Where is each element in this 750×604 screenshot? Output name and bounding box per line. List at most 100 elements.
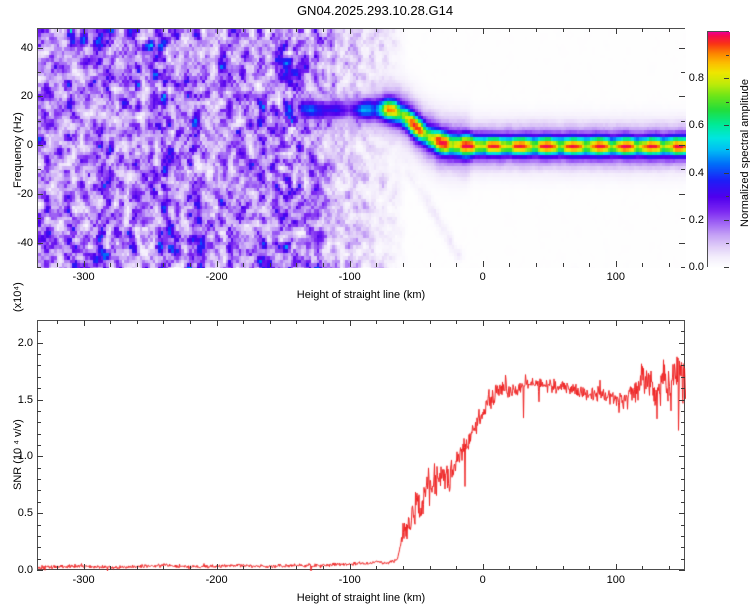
axis-tick	[163, 320, 165, 324]
axis-tick	[37, 501, 41, 503]
axis-tick	[535, 263, 537, 267]
axis-tick	[681, 267, 685, 268]
axis-tick	[243, 263, 245, 267]
axis-tick-label: 1.5	[17, 393, 33, 406]
axis-tick	[681, 388, 685, 390]
axis-tick	[642, 320, 644, 324]
axis-tick	[110, 28, 112, 32]
axis-tick	[681, 422, 685, 424]
axis-tick-label: 2.0	[17, 336, 33, 349]
axis-tick	[37, 267, 41, 268]
axis-tick	[37, 467, 41, 469]
axis-tick-label: 40	[20, 41, 33, 54]
axis-tick	[37, 47, 43, 49]
axis-tick	[136, 566, 138, 570]
axis-tick	[509, 28, 511, 32]
axis-tick	[724, 267, 729, 268]
axis-tick	[376, 263, 378, 267]
axis-tick	[456, 320, 458, 324]
axis-tick	[37, 558, 41, 560]
axis-tick	[726, 54, 729, 56]
axis-tick	[83, 564, 85, 570]
axis-tick	[669, 263, 671, 267]
axis-tick	[110, 566, 112, 570]
axis-tick	[535, 28, 537, 32]
axis-tick	[482, 320, 484, 326]
axis-tick	[679, 399, 685, 401]
axis-tick	[269, 566, 271, 570]
axis-tick	[296, 320, 298, 324]
axis-tick	[37, 365, 41, 367]
axis-tick	[190, 566, 192, 570]
axis-tick	[163, 28, 165, 32]
axis-tick	[589, 320, 591, 324]
axis-tick	[37, 422, 41, 424]
axis-tick	[724, 125, 729, 127]
axis-tick	[681, 535, 685, 537]
axis-tick	[37, 433, 41, 435]
axis-tick	[37, 410, 41, 412]
axis-tick	[642, 28, 644, 32]
axis-tick	[509, 320, 511, 324]
axis-tick	[216, 261, 218, 267]
axis-tick	[243, 320, 245, 324]
axis-tick	[642, 263, 644, 267]
axis-tick	[37, 169, 41, 171]
snr-trace	[38, 321, 686, 571]
axis-tick	[37, 388, 41, 390]
axis-tick	[679, 570, 685, 571]
spectrogram-image	[38, 29, 686, 268]
axis-tick	[376, 28, 378, 32]
axis-tick	[163, 263, 165, 267]
axis-tick	[681, 120, 685, 122]
spectrogram-xlabel: Height of straight line (km)	[296, 289, 426, 301]
axis-tick	[216, 320, 218, 326]
axis-tick	[681, 479, 685, 481]
axis-tick	[243, 28, 245, 32]
axis-tick	[482, 28, 484, 34]
axis-tick	[296, 566, 298, 570]
axis-tick	[269, 263, 271, 267]
axis-tick	[724, 78, 729, 80]
axis-tick	[681, 331, 685, 333]
axis-tick	[37, 218, 41, 220]
axis-tick	[562, 28, 564, 32]
axis-tick	[37, 71, 41, 73]
snr-xlabel: Height of straight line (km)	[296, 592, 426, 604]
axis-tick	[726, 149, 729, 150]
colorbar-tick-label: 0.4	[688, 166, 704, 179]
colorbar-tick-label: 0.6	[688, 119, 704, 132]
axis-tick	[669, 320, 671, 324]
axis-tick	[37, 524, 41, 526]
axis-tick	[681, 558, 685, 560]
axis-tick	[482, 261, 484, 267]
axis-tick	[37, 490, 41, 492]
axis-tick	[37, 376, 41, 378]
axis-tick	[681, 490, 685, 492]
axis-tick	[163, 566, 165, 570]
axis-tick-label: 0.0	[17, 564, 33, 576]
axis-tick	[37, 193, 43, 195]
axis-tick	[83, 261, 85, 267]
axis-tick	[83, 320, 85, 326]
axis-tick	[482, 564, 484, 570]
axis-tick	[349, 261, 351, 267]
axis-tick	[562, 263, 564, 267]
axis-tick	[681, 410, 685, 412]
axis-tick	[56, 320, 58, 324]
axis-tick	[37, 120, 41, 122]
axis-tick	[679, 342, 685, 344]
axis-tick-label: -200	[205, 271, 228, 283]
axis-tick	[456, 566, 458, 570]
snr-ylabel: SNR (10 ⁴ v/v)	[12, 419, 24, 490]
axis-tick	[323, 320, 325, 324]
axis-tick	[679, 145, 685, 147]
axis-tick	[37, 445, 41, 446]
colorbar-label: Normalized spectral amplitude	[739, 79, 750, 227]
axis-tick-label: -300	[72, 271, 95, 283]
axis-tick	[296, 28, 298, 32]
axis-tick	[190, 320, 192, 324]
axis-tick-label: 0	[479, 271, 486, 283]
axis-tick	[681, 169, 685, 171]
axis-tick	[349, 28, 351, 34]
